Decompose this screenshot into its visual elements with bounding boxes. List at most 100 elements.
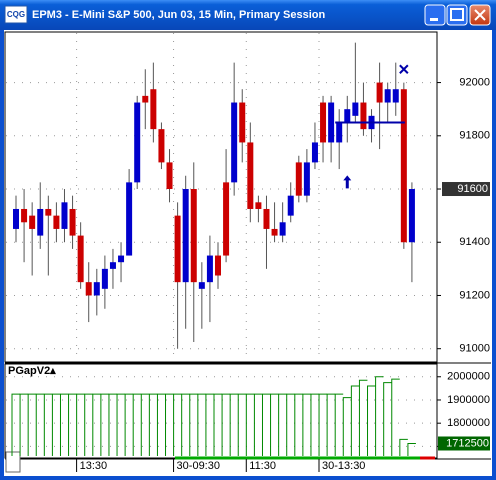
candle-body [126,182,133,256]
step-bar [358,379,368,456]
step-bar [92,393,101,456]
last-value-label: 1712500 [446,437,489,449]
candle-body [239,102,246,143]
close-glyph [474,9,486,21]
step-bar [197,393,206,456]
step-bar [229,393,239,456]
x-tick-label: 11:30 [249,460,276,472]
maximize-glyph [450,8,464,21]
last-price-box [442,182,490,197]
step-bar [108,393,117,456]
candle-body [392,89,399,103]
candle-body [142,95,149,103]
candle-body [45,208,52,216]
candle-body [109,262,116,269]
y-tick-label: 91200 [459,289,490,301]
last-value-box [438,436,490,451]
step-bar [310,393,319,456]
y-tick-label: 2000000 [447,371,490,383]
indicator-title: PGapV2▴ [8,365,56,377]
candle-body [231,102,238,183]
title-bar [0,0,496,30]
step-bar [181,393,190,456]
candle-body [279,222,286,236]
candle-body [408,189,415,243]
candle-body [134,102,141,183]
candle-body [101,268,108,289]
step-bar [140,393,150,456]
step-bar [173,393,182,456]
candle-body [158,129,165,163]
candle-body [336,122,343,143]
y-tick-label: 91000 [459,343,490,355]
candle-body [29,215,36,229]
candle-body [206,255,213,283]
step-bar [253,393,263,456]
step-bar [132,393,142,456]
x-tick-label: 30-09:30 [177,460,220,472]
step-bar [367,385,376,456]
candle-body [182,189,189,283]
candle-body [344,109,351,123]
y-tick-label: 92000 [459,76,490,88]
arrow-marker [343,175,352,189]
candle-body [376,82,383,103]
app-icon [4,5,28,24]
candle-body [198,282,205,289]
y-tick-label: 91800 [459,130,490,142]
step-bar [35,393,45,456]
candle-body [400,89,407,243]
candle-body [384,89,391,103]
candle-body [271,228,278,236]
step-bar [350,385,360,456]
candle-body [287,195,294,216]
step-bar [375,376,384,456]
step-bar [391,378,400,456]
candle-body [53,215,60,229]
step-bar [342,397,352,456]
step-bar [399,438,408,456]
step-bar [383,382,392,456]
candle-body [77,235,84,283]
minimize-button[interactable] [424,4,446,26]
y-tick-label: 1800000 [447,417,490,429]
cross-marker [399,64,409,74]
step-bar [318,393,328,456]
step-bar [294,393,303,456]
candle-body [223,182,230,256]
step-bar [286,393,295,456]
step-bar [19,393,29,456]
step-bar [189,393,198,456]
candle-body [190,189,197,283]
candle-body [360,102,367,130]
candle-body [352,102,359,116]
step-bar [334,393,344,456]
candle-body [13,208,19,229]
step-bar [278,393,287,456]
candle-body [215,255,221,276]
step-bar [68,393,77,456]
minimize-glyph [430,18,438,21]
step-bar [221,393,231,456]
step-bar [237,393,247,456]
candle-body [263,208,270,229]
candle-body [37,208,44,236]
candle-body [303,162,310,196]
step-bar [407,442,416,456]
app-icon-label: CQG [7,10,25,19]
candle-body [311,142,318,163]
candle-body [174,215,181,283]
step-bar [326,393,336,456]
step-bar [245,393,255,456]
step-bar [165,393,174,456]
step-bar [43,393,53,456]
scroll-box[interactable] [5,451,21,473]
step-bar [11,393,20,456]
step-bar [59,393,69,456]
step-bar [156,393,166,456]
candle-body [166,162,173,190]
candle-body [328,102,335,143]
candle-body [21,208,28,223]
